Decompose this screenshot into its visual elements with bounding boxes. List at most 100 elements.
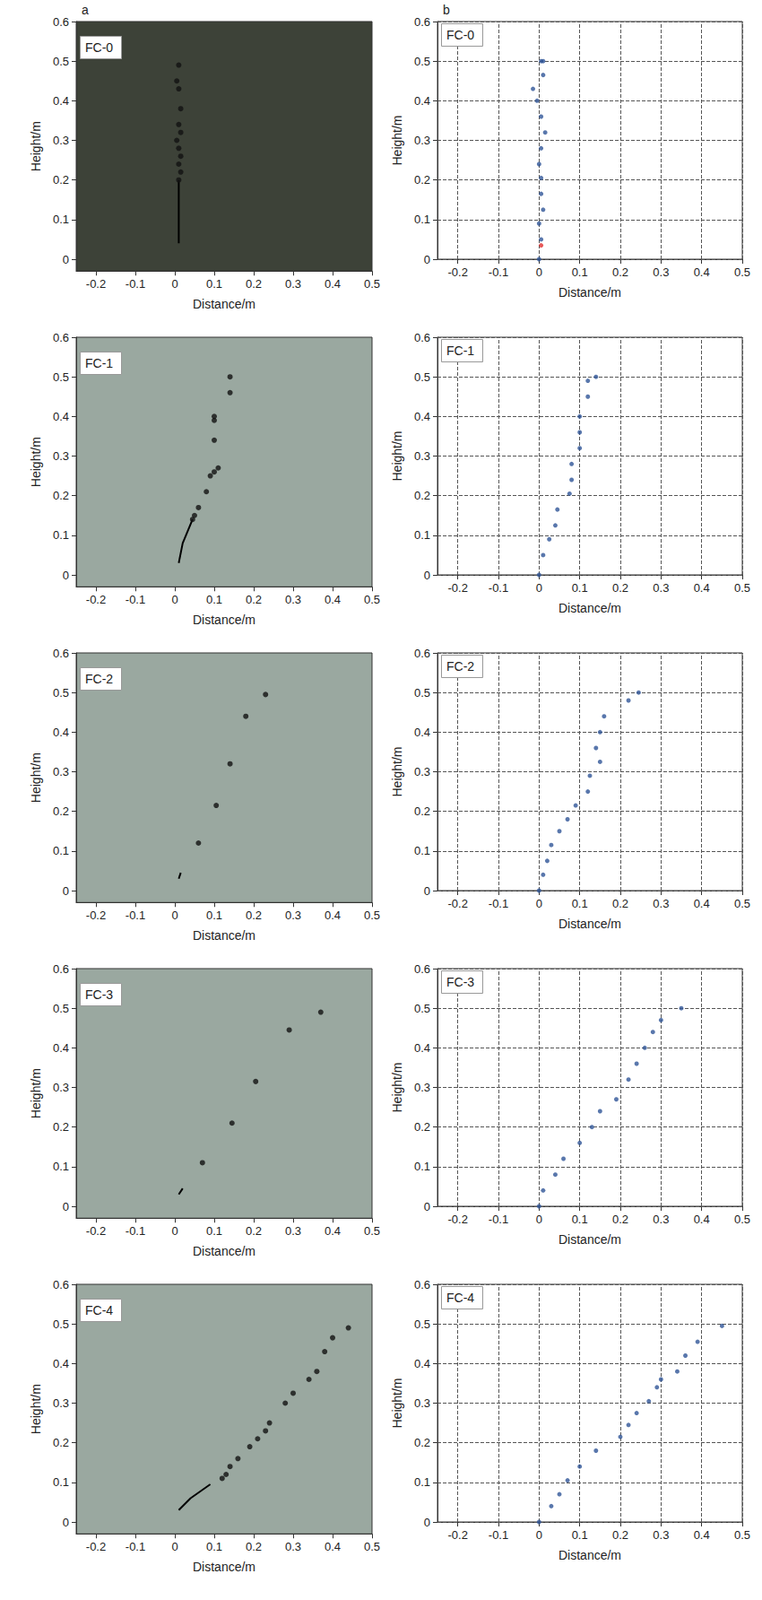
svg-text:-0.1: -0.1 bbox=[488, 1527, 509, 1542]
svg-text:0.5: 0.5 bbox=[734, 1527, 751, 1542]
svg-text:0.4: 0.4 bbox=[414, 1356, 431, 1370]
svg-text:0.4: 0.4 bbox=[414, 1040, 431, 1055]
svg-text:0.2: 0.2 bbox=[612, 1527, 629, 1542]
svg-text:FC-0: FC-0 bbox=[446, 27, 475, 43]
svg-text:0.5: 0.5 bbox=[414, 54, 431, 69]
svg-text:0.3: 0.3 bbox=[652, 1527, 669, 1542]
svg-text:0.2: 0.2 bbox=[414, 804, 431, 818]
svg-text:0.1: 0.1 bbox=[571, 1212, 589, 1226]
svg-text:0.1: 0.1 bbox=[206, 1223, 223, 1238]
svg-text:0: 0 bbox=[536, 1527, 543, 1542]
svg-text:0.1: 0.1 bbox=[52, 212, 70, 226]
svg-text:0.6: 0.6 bbox=[52, 961, 70, 976]
svg-text:0.1: 0.1 bbox=[414, 1474, 431, 1489]
svg-text:Height/m: Height/m bbox=[389, 1376, 405, 1428]
svg-text:0: 0 bbox=[62, 1199, 70, 1213]
svg-text:0.4: 0.4 bbox=[693, 1212, 711, 1226]
svg-text:0.5: 0.5 bbox=[414, 1316, 431, 1331]
svg-text:0.1: 0.1 bbox=[414, 212, 431, 226]
svg-text:0.2: 0.2 bbox=[52, 804, 70, 818]
svg-text:0.3: 0.3 bbox=[414, 133, 431, 148]
svg-text:0.5: 0.5 bbox=[363, 277, 381, 291]
svg-text:0.4: 0.4 bbox=[324, 908, 341, 922]
svg-text:0.3: 0.3 bbox=[285, 908, 302, 922]
svg-text:0.2: 0.2 bbox=[414, 1119, 431, 1134]
svg-text:0.6: 0.6 bbox=[52, 330, 70, 345]
svg-text:0.3: 0.3 bbox=[414, 449, 431, 463]
svg-text:0.2: 0.2 bbox=[52, 1435, 70, 1449]
svg-text:Distance/m: Distance/m bbox=[558, 600, 622, 615]
svg-text:0.1: 0.1 bbox=[52, 843, 70, 858]
svg-text:0: 0 bbox=[62, 252, 70, 267]
svg-text:0.3: 0.3 bbox=[285, 1539, 302, 1553]
svg-text:FC-4: FC-4 bbox=[85, 1302, 113, 1317]
svg-text:Distance/m: Distance/m bbox=[558, 1231, 622, 1247]
svg-text:Distance/m: Distance/m bbox=[558, 1547, 622, 1562]
svg-text:0.5: 0.5 bbox=[363, 1223, 381, 1238]
svg-text:0.6: 0.6 bbox=[414, 1277, 431, 1291]
svg-text:0.4: 0.4 bbox=[52, 94, 70, 108]
svg-text:b: b bbox=[442, 2, 451, 18]
svg-text:-0.1: -0.1 bbox=[488, 896, 509, 910]
svg-text:0: 0 bbox=[536, 580, 543, 595]
svg-text:0.4: 0.4 bbox=[324, 1223, 341, 1238]
svg-text:0.3: 0.3 bbox=[285, 277, 302, 291]
svg-text:0.5: 0.5 bbox=[52, 370, 70, 384]
svg-text:Height/m: Height/m bbox=[28, 1067, 44, 1118]
svg-text:0: 0 bbox=[171, 592, 178, 607]
svg-text:0.4: 0.4 bbox=[52, 1356, 70, 1370]
svg-text:0.2: 0.2 bbox=[52, 488, 70, 503]
svg-text:0.5: 0.5 bbox=[52, 685, 70, 700]
svg-text:0.4: 0.4 bbox=[324, 1539, 341, 1553]
svg-text:0.2: 0.2 bbox=[245, 592, 262, 607]
svg-text:0: 0 bbox=[62, 1515, 70, 1529]
svg-text:0.4: 0.4 bbox=[414, 409, 431, 424]
svg-text:-0.1: -0.1 bbox=[125, 592, 146, 607]
svg-text:0.1: 0.1 bbox=[571, 265, 589, 279]
svg-text:FC-1: FC-1 bbox=[446, 343, 475, 358]
svg-text:0.5: 0.5 bbox=[363, 592, 381, 607]
svg-text:FC-0: FC-0 bbox=[85, 40, 113, 55]
svg-text:0.6: 0.6 bbox=[52, 646, 70, 660]
svg-text:0.2: 0.2 bbox=[612, 265, 629, 279]
svg-text:0.2: 0.2 bbox=[414, 488, 431, 503]
svg-text:0.2: 0.2 bbox=[245, 1223, 262, 1238]
svg-text:0.5: 0.5 bbox=[363, 1539, 381, 1553]
svg-text:0.4: 0.4 bbox=[52, 409, 70, 424]
svg-text:-0.2: -0.2 bbox=[447, 896, 468, 910]
svg-text:0.1: 0.1 bbox=[206, 908, 223, 922]
svg-text:-0.1: -0.1 bbox=[125, 277, 146, 291]
svg-text:0.2: 0.2 bbox=[52, 1119, 70, 1134]
svg-text:Height/m: Height/m bbox=[28, 1383, 44, 1434]
svg-text:0: 0 bbox=[424, 568, 431, 582]
svg-text:0: 0 bbox=[536, 265, 543, 279]
svg-text:0.1: 0.1 bbox=[206, 277, 223, 291]
svg-text:Height/m: Height/m bbox=[389, 745, 405, 797]
svg-text:0.2: 0.2 bbox=[245, 1539, 262, 1553]
svg-text:0.2: 0.2 bbox=[612, 1212, 629, 1226]
svg-text:0.2: 0.2 bbox=[414, 1435, 431, 1449]
svg-text:Distance/m: Distance/m bbox=[558, 916, 622, 931]
svg-text:0.1: 0.1 bbox=[206, 592, 223, 607]
svg-text:0.3: 0.3 bbox=[652, 580, 669, 595]
svg-text:0.5: 0.5 bbox=[734, 580, 751, 595]
svg-text:Distance/m: Distance/m bbox=[558, 285, 622, 300]
svg-text:0.3: 0.3 bbox=[52, 1080, 70, 1094]
svg-text:Height/m: Height/m bbox=[28, 436, 44, 487]
svg-text:0.5: 0.5 bbox=[414, 370, 431, 384]
svg-text:-0.1: -0.1 bbox=[488, 265, 509, 279]
svg-text:-0.2: -0.2 bbox=[447, 1527, 468, 1542]
svg-text:0.5: 0.5 bbox=[734, 896, 751, 910]
svg-text:0.5: 0.5 bbox=[414, 1001, 431, 1015]
svg-text:0.4: 0.4 bbox=[52, 1040, 70, 1055]
svg-text:0: 0 bbox=[424, 883, 431, 898]
svg-text:0.5: 0.5 bbox=[734, 265, 751, 279]
svg-text:0.6: 0.6 bbox=[414, 961, 431, 976]
svg-text:-0.2: -0.2 bbox=[86, 277, 106, 291]
svg-text:-0.2: -0.2 bbox=[86, 592, 106, 607]
svg-text:0.2: 0.2 bbox=[612, 580, 629, 595]
svg-text:FC-3: FC-3 bbox=[446, 974, 475, 989]
svg-text:0.5: 0.5 bbox=[52, 1001, 70, 1015]
svg-text:0.2: 0.2 bbox=[245, 908, 262, 922]
svg-text:0: 0 bbox=[171, 1539, 178, 1553]
